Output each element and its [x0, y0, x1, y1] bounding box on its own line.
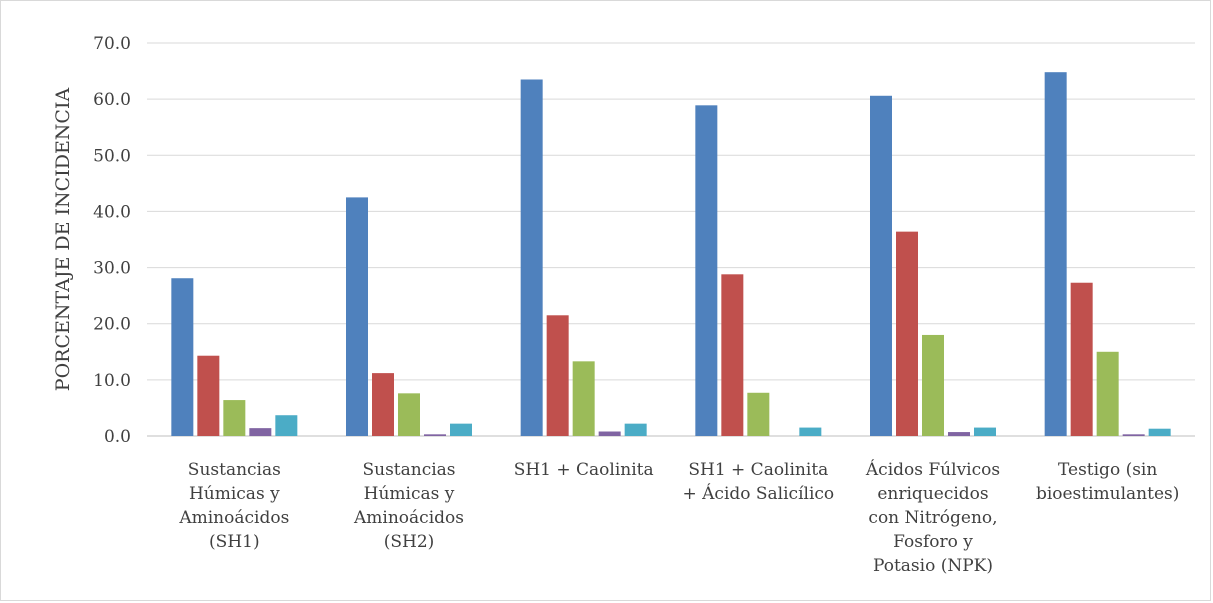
x-category-label-line: Aminoácidos — [178, 508, 289, 528]
bar — [572, 361, 595, 436]
x-category-label-line: SH1 + Caolinita — [688, 460, 828, 480]
x-axis-categories: Sustancias Húmicas y Aminoácidos (SH1)Susta… — [178, 459, 1179, 576]
y-axis-title: PORCENTAJE DE INCIDENCIA — [52, 88, 74, 392]
gridlines — [147, 42, 1195, 437]
bar — [197, 355, 220, 436]
x-category-label-line: bioestimulantes) — [1036, 484, 1179, 504]
bar — [870, 95, 892, 436]
bar — [398, 393, 420, 436]
x-category-label: Testigo (sin bioestimulantes) — [1036, 460, 1179, 504]
x-category-label-line: + Ácido Salicílico — [683, 483, 835, 504]
x-category-label: SH1 + Caolinita + Ácido Salicílico — [683, 460, 835, 504]
bar — [747, 392, 770, 436]
x-category-label: Sustancias Húmicas y Aminoácidos (SH1) — [178, 460, 289, 552]
bar — [598, 431, 621, 436]
bar — [223, 400, 246, 436]
bar — [450, 423, 472, 436]
bar — [249, 428, 272, 436]
bar — [1096, 351, 1119, 436]
bar — [624, 423, 647, 436]
x-category-label-line: Ácidos Fúlvicos — [865, 459, 1000, 480]
bar — [799, 427, 822, 436]
bars — [171, 72, 1171, 437]
bar — [896, 231, 918, 436]
y-tick-label: 0.0 — [104, 427, 131, 447]
y-tick-label: 70.0 — [93, 34, 131, 54]
bar — [424, 434, 446, 436]
x-category-label: SH1 + Caolinita — [514, 460, 654, 480]
bar — [974, 427, 996, 436]
y-tick-label: 20.0 — [93, 315, 131, 335]
bar — [695, 105, 718, 436]
x-category-label-line: Testigo (sin — [1058, 460, 1157, 480]
y-axis-ticks: 0.0 10.0 20.0 30.0 40.0 50.0 60.0 70.0 — [93, 34, 131, 447]
bar — [922, 334, 944, 436]
bar — [1148, 428, 1171, 436]
x-category-label-line: Fosforo y — [893, 532, 973, 552]
bar — [171, 278, 194, 436]
bar — [1122, 434, 1145, 436]
y-tick-label: 50.0 — [93, 146, 131, 166]
y-tick-label: 10.0 — [93, 371, 131, 391]
x-category-label-line: Potasio (NPK) — [873, 556, 993, 576]
x-category-label-line: Aminoácidos — [353, 508, 464, 528]
bar — [1044, 72, 1067, 437]
bar — [275, 415, 298, 436]
bar — [721, 274, 744, 436]
x-category-label-line: (SH2) — [384, 532, 435, 552]
x-category-label-line: enriquecidos — [877, 484, 988, 504]
x-category-label-line: (SH1) — [209, 532, 260, 552]
bar — [948, 432, 970, 436]
x-category-label-line: Húmicas y — [189, 484, 280, 504]
x-category-label-line: SH1 + Caolinita — [514, 460, 654, 480]
bar — [346, 197, 368, 436]
x-category-label-line: Sustancias — [188, 460, 281, 480]
bar — [1070, 282, 1093, 436]
y-tick-label: 60.0 — [93, 90, 131, 110]
bar — [546, 315, 569, 436]
x-category-label: Ácidos Fúlvicos enriquecidos con Nitrógeno… — [865, 459, 1000, 576]
bar — [520, 79, 543, 436]
y-tick-label: 30.0 — [93, 259, 131, 279]
x-category-label-line: Sustancias — [362, 460, 455, 480]
x-category-label-line: Húmicas y — [364, 484, 455, 504]
y-tick-label: 40.0 — [93, 202, 131, 222]
bar — [372, 373, 394, 436]
x-category-label-line: con Nitrógeno, — [868, 508, 997, 528]
x-category-label: Sustancias Húmicas y Aminoácidos (SH2) — [353, 460, 464, 552]
